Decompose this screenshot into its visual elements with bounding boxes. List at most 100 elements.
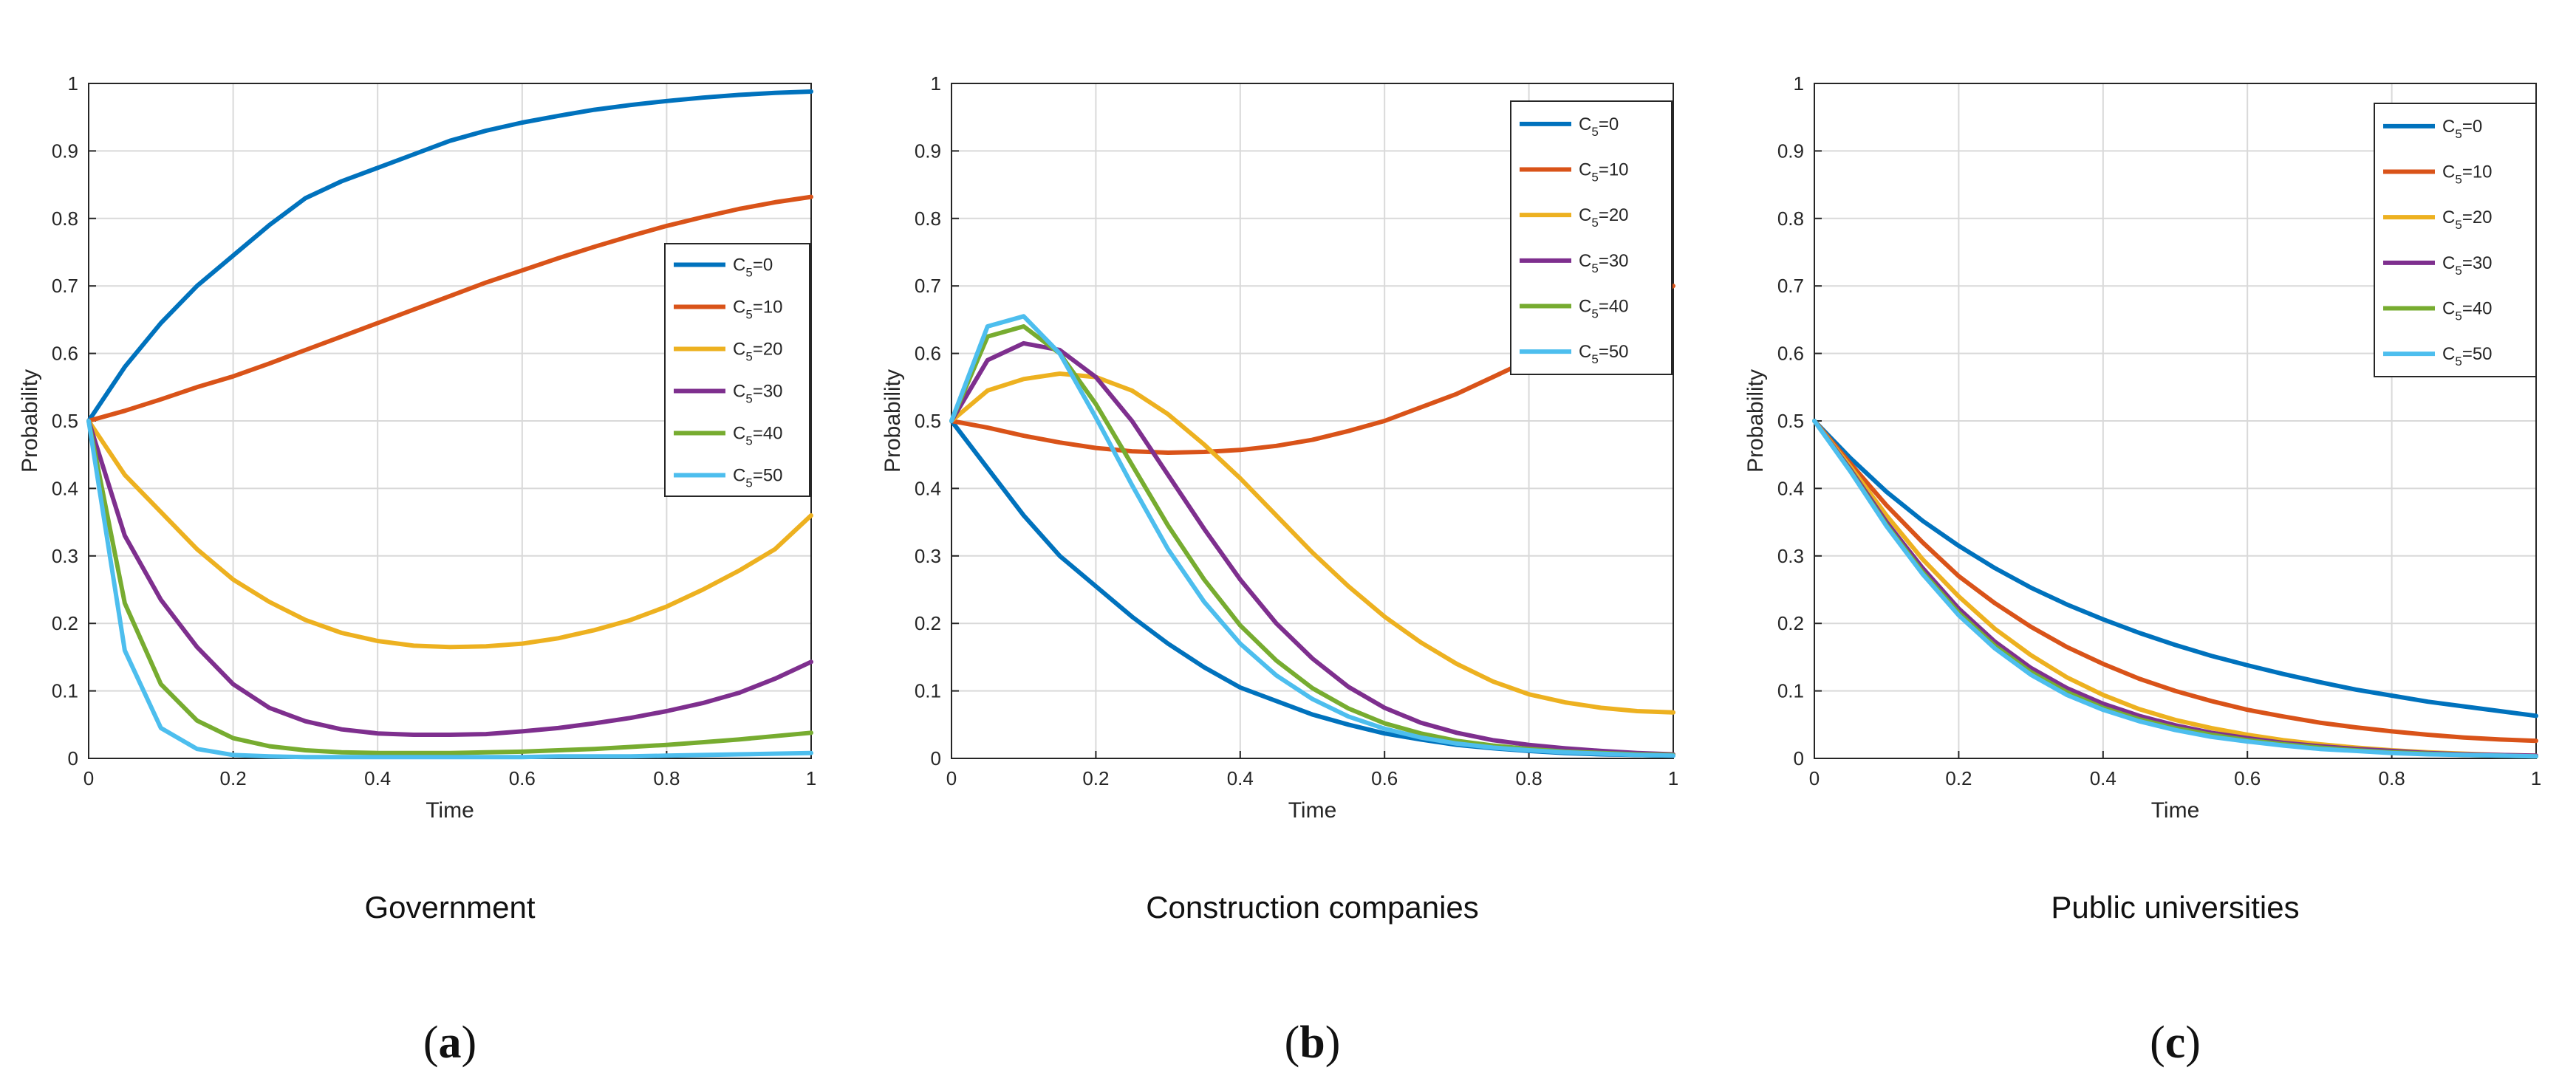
x-tick-label: 1: [806, 767, 816, 789]
legend-entry-value: =30: [1599, 251, 1629, 271]
x-tick-label: 0.4: [2090, 767, 2117, 789]
y-tick-label: 1: [1794, 72, 1804, 95]
legend-entry-subscript: 5: [2455, 173, 2461, 187]
legend-box: [2374, 103, 2537, 377]
y-tick-label: 0.5: [1777, 410, 1804, 432]
legend-entry-value: =20: [753, 340, 783, 360]
legend-entry-subscript: 5: [745, 476, 752, 490]
legend-entry-main: C: [1579, 205, 1591, 225]
legend-entry-main: C: [733, 466, 745, 486]
panel-label: (a): [423, 1018, 476, 1068]
legend-box: [1510, 100, 1673, 375]
panel-subtitle: Construction companies: [1146, 890, 1479, 925]
legend-entry-subscript: 5: [2455, 309, 2461, 323]
x-axis-label: Time: [1288, 798, 1337, 823]
series-line-c5-0: [949, 419, 1675, 758]
legend-entry-main: C: [1579, 251, 1591, 271]
x-tick-label: 0.2: [1082, 767, 1109, 789]
legend-entry: C5=0: [1579, 114, 1619, 139]
legend-entry-value: =50: [753, 466, 783, 486]
legend-entry-subscript: 5: [745, 434, 752, 448]
legend-entry-subscript: 5: [2455, 354, 2461, 368]
series-line-c5-10: [1812, 419, 2538, 744]
legend-entry-subscript: 5: [1591, 261, 1598, 275]
y-tick-label: 0.3: [915, 545, 941, 567]
series-line-c5-50: [1812, 419, 2538, 759]
legend-entry-subscript: 5: [1591, 171, 1598, 185]
legend-entry-main: C: [733, 256, 745, 275]
x-tick-label: 0.4: [364, 767, 391, 789]
legend-entry: C5=40: [1579, 297, 1629, 321]
legend-entry: C5=0: [2442, 117, 2482, 141]
x-tick-label: 1: [1668, 767, 1678, 789]
y-tick-label: 1: [931, 72, 941, 95]
y-tick-label: 0.8: [1777, 208, 1804, 230]
legend-entry-subscript: 5: [745, 392, 752, 406]
legend-entry-value: =10: [753, 298, 783, 318]
legend-entry: C5=0: [733, 256, 773, 280]
panel-letter: c: [2165, 1018, 2186, 1068]
legend-entry: C5=50: [733, 466, 783, 490]
legend-entry-value: =0: [1599, 114, 1619, 134]
legend-entry-value: =30: [2462, 253, 2493, 273]
x-axis-label: Time: [2151, 798, 2200, 823]
panel-b: 0 0.2 0.4 0.6 0.8 1 0 0.1 0.2 0.3 0.4 0.5 0.6 0.7 0.8 0…: [881, 72, 1678, 1068]
series-line-c5-40: [86, 419, 813, 755]
legend-entry-value: =40: [753, 424, 783, 444]
panel-c: 0 0.2 0.4 0.6 0.8 1 0 0.1 0.2 0.3 0.4 0.5 0.6 0.7 0.8 0…: [1743, 72, 2541, 1068]
series-line-c5-10: [86, 194, 813, 423]
legend-entry-main: C: [2442, 208, 2455, 227]
panel-letter: b: [1299, 1018, 1325, 1068]
legend-entry-main: C: [733, 298, 745, 318]
y-tick-label: 0.7: [915, 275, 941, 297]
legend-entry-main: C: [733, 340, 745, 360]
legend-entry-value: =50: [2462, 344, 2493, 364]
legend-entry-value: =20: [1599, 205, 1629, 225]
legend-entry: C5=20: [1579, 205, 1629, 230]
x-tick-label: 0: [946, 767, 957, 789]
legend-entry-value: =40: [2462, 299, 2493, 319]
legend-entry-value: =20: [2462, 208, 2493, 227]
panel-label: (c): [2150, 1018, 2201, 1068]
y-tick-label: 0.9: [52, 140, 78, 162]
x-tick-label: 0.6: [509, 767, 536, 789]
legend-entry-main: C: [733, 382, 745, 402]
y-tick-label: 0.5: [915, 410, 941, 432]
legend-entry-subscript: 5: [745, 350, 752, 364]
x-tick-label: 1: [2531, 767, 2541, 789]
series-line-c5-30: [1812, 419, 2538, 758]
x-tick-label: 0.6: [2234, 767, 2261, 789]
legend-entry-value: =10: [1599, 160, 1629, 180]
legend-entry-main: C: [2442, 253, 2455, 273]
y-axis-label: Probability: [1743, 369, 1768, 473]
y-tick-label: 0.5: [52, 410, 78, 432]
legend-entry-subscript: 5: [1591, 125, 1598, 139]
x-tick-label: 0.6: [1371, 767, 1398, 789]
legend-entry-main: C: [2442, 117, 2455, 137]
legend-entry: C5=10: [733, 298, 783, 322]
series-line-c5-20: [86, 419, 813, 650]
legend-entry-subscript: 5: [2455, 264, 2461, 278]
legend-entry-value: =40: [1599, 297, 1629, 317]
panel-subtitle: Public universities: [2051, 890, 2299, 925]
y-tick-label: 0.7: [52, 275, 78, 297]
series-line-c5-30: [949, 340, 1675, 757]
y-axis-label: Probability: [18, 369, 42, 473]
series-line-c5-50: [949, 314, 1675, 758]
y-tick-label: 0.3: [1777, 545, 1804, 567]
x-tick-label: 0.4: [1227, 767, 1254, 789]
legend-entry-main: C: [1579, 114, 1591, 134]
y-tick-label: 0.6: [915, 343, 941, 365]
legend-entry: C5=40: [2442, 299, 2493, 323]
y-tick-label: 0: [1794, 747, 1804, 769]
series-line-c5-50: [86, 419, 813, 760]
y-tick-label: 0.2: [915, 612, 941, 634]
legend-entry: C5=30: [1579, 251, 1629, 275]
y-tick-label: 0: [68, 747, 78, 769]
y-tick-label: 0.9: [1777, 140, 1804, 162]
legend-entry: C5=30: [2442, 253, 2493, 278]
y-tick-label: 1: [68, 72, 78, 95]
legend-entry-main: C: [1579, 342, 1591, 362]
legend-entry: C5=20: [2442, 208, 2493, 232]
